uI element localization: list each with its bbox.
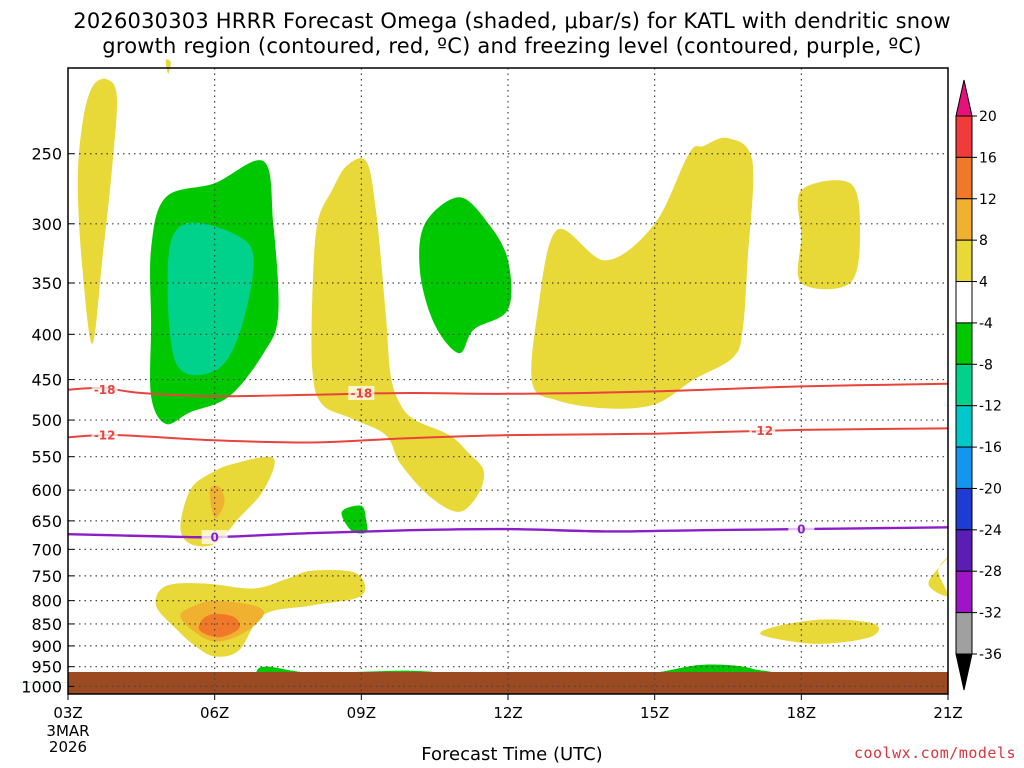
colorbar-label--16: -16	[979, 440, 1002, 456]
contour-label-bg	[348, 386, 375, 401]
colorbar-bottom-triangle	[955, 653, 973, 691]
colorbar-label--4: -4	[979, 316, 993, 332]
chart-title-line-1: 2026030303 HRRR Forecast Omega (shaded, …	[73, 9, 951, 33]
y-tick-label-600: 600	[31, 481, 62, 500]
colorbar-label--28: -28	[979, 564, 1002, 580]
x-start-date-label: 3MAR	[46, 722, 89, 740]
omega-region-+4to+8	[180, 456, 275, 547]
omega-region-+4to+8	[760, 619, 879, 644]
colorbar-label--8: -8	[979, 357, 993, 373]
colorbar-swatch	[955, 115, 973, 158]
y-tick-label-300: 300	[31, 215, 62, 234]
omega-region-+4to+8	[928, 557, 949, 597]
omega-region--4to-8	[419, 197, 512, 354]
x-axis-label: Forecast Time (UTC)	[421, 744, 603, 765]
colorbar-swatch	[955, 446, 973, 489]
colorbar-label--24: -24	[979, 523, 1002, 539]
omega-region-+4to+8	[77, 78, 118, 344]
colorbar-swatch	[955, 487, 973, 531]
ground-surface	[68, 672, 948, 694]
omega-region-+12to+16	[198, 613, 240, 638]
contour-label--18: -18	[94, 383, 116, 397]
colorbar-swatch	[955, 156, 973, 200]
contour-lines: -18 -18 -12 -12 0 0	[67, 382, 949, 545]
y-axis: 250 300 350 400 450 500 550 600 650 700 750 800 850 9…	[21, 145, 74, 696]
x-tick-label-21Z: 21Z	[933, 704, 962, 722]
y-tick-label-800: 800	[31, 592, 62, 611]
omega-region--8to-12	[167, 222, 254, 376]
x-tick-label-15Z: 15Z	[640, 704, 669, 722]
y-tick-label-850: 850	[31, 615, 62, 634]
colorbar-swatch	[955, 570, 973, 614]
colorbar-label--36: -36	[979, 647, 1002, 663]
contour-line--12	[67, 427, 949, 444]
colorbar-label--20: -20	[979, 481, 1002, 497]
x-tick-label-06Z: 06Z	[200, 704, 229, 722]
contour-line-0	[67, 526, 949, 539]
credit-link[interactable]: coolwx.com/models	[853, 744, 1016, 762]
y-tick-label-900: 900	[31, 637, 62, 656]
colorbar-swatch	[955, 322, 973, 365]
y-tick-label-350: 350	[31, 274, 62, 293]
contour-label-0: 0	[797, 523, 805, 537]
contour-label--18: -18	[350, 387, 372, 401]
contour-label--12: -12	[94, 429, 116, 443]
y-tick-label-700: 700	[31, 540, 62, 559]
colorbar-label--32: -32	[979, 606, 1002, 622]
y-tick-label-550: 550	[31, 448, 62, 467]
omega-region-+4to+8	[165, 59, 171, 74]
y-tick-label-1000: 1000	[21, 677, 62, 696]
y-tick-label-500: 500	[31, 411, 62, 430]
contour-line--18	[67, 382, 949, 398]
colorbar-label-16: 16	[979, 150, 997, 166]
colorbar-swatch	[955, 239, 973, 283]
colorbar-label-8: 8	[979, 233, 988, 249]
colorbar-swatch	[955, 529, 973, 572]
y-tick-label-650: 650	[31, 512, 62, 531]
contour-label-bg	[91, 428, 118, 443]
contour-label-bg	[201, 530, 228, 545]
colorbar-label-20: 20	[979, 109, 997, 125]
colorbar-label-12: 12	[979, 192, 997, 208]
x-tick-label-03Z: 03Z	[53, 704, 82, 722]
colorbar-swatch	[955, 281, 973, 324]
colorbar: 20 16 12 8 4 -4 -8 -12 -16 -20 -24 -28 -32 -36	[955, 79, 1002, 691]
x-tick-label-09Z: 09Z	[347, 704, 376, 722]
contour-label--12: -12	[751, 424, 773, 438]
omega-region-+4to+8	[311, 158, 485, 512]
y-tick-label-400: 400	[31, 325, 62, 344]
x-start-date-label: 2026	[49, 738, 87, 756]
colorbar-swatch	[955, 198, 973, 241]
y-tick-label-750: 750	[31, 567, 62, 586]
colorbar-label-4: 4	[979, 275, 988, 291]
omega-region-+4to+8	[531, 137, 754, 409]
x-tick-label-18Z: 18Z	[787, 704, 816, 722]
colorbar-swatch	[955, 363, 973, 407]
omega-region-+8to+12	[209, 485, 225, 519]
omega-region-+4to+8	[797, 180, 860, 290]
y-tick-label-950: 950	[31, 658, 62, 677]
contour-label-bg	[91, 382, 118, 397]
omega-region--4to-8	[341, 505, 368, 534]
y-tick-label-450: 450	[31, 371, 62, 390]
colorbar-label--12: -12	[979, 399, 1002, 415]
chart-title-line-2: growth region (contoured, red, ºC) and f…	[102, 34, 922, 58]
y-tick-label-250: 250	[31, 145, 62, 164]
colorbar-swatch	[955, 405, 973, 448]
x-tick-label-12Z: 12Z	[493, 704, 522, 722]
contour-label-bg	[749, 423, 776, 438]
colorbar-swatch	[955, 612, 973, 655]
contour-label-0: 0	[210, 531, 218, 545]
grid-lines	[68, 68, 948, 694]
contour-label-bg	[788, 522, 815, 537]
